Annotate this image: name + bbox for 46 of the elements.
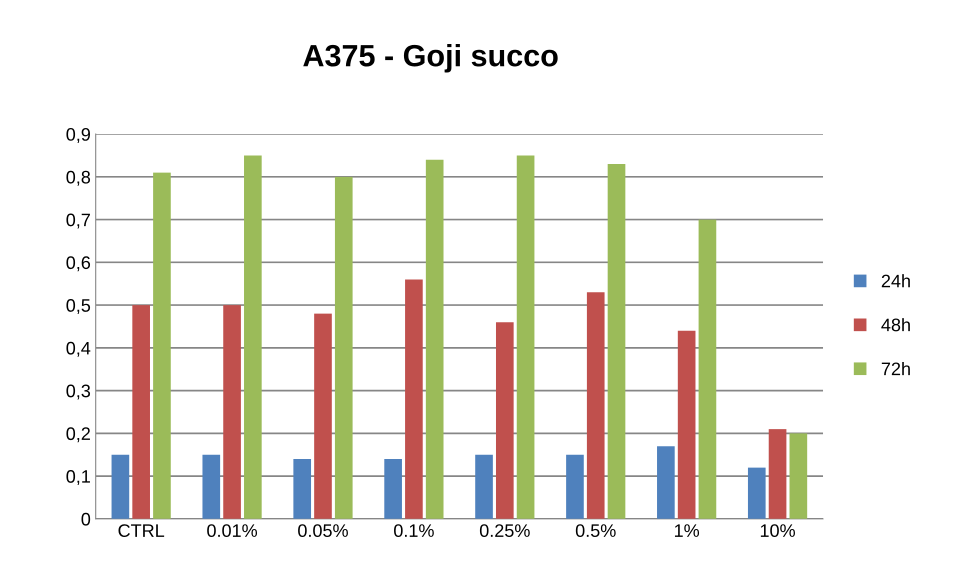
x-tick-label: 0.5%: [576, 524, 616, 537]
y-tick-label: 0,2: [66, 427, 90, 442]
bar: [132, 305, 150, 519]
bar: [608, 164, 626, 519]
bar: [748, 468, 766, 519]
x-tick-label: 0.05%: [298, 524, 348, 537]
bar: [202, 454, 220, 519]
bar: [768, 429, 786, 519]
bar: [566, 454, 584, 519]
x-tick-label: 0.25%: [480, 524, 530, 537]
bar: [244, 155, 262, 519]
y-tick-label: 0,6: [66, 256, 90, 272]
bar: [678, 330, 696, 519]
y-tick-label: 0,9: [66, 128, 90, 143]
x-tick-label: 0.1%: [394, 524, 434, 537]
y-tick-label: 0,3: [66, 384, 90, 400]
legend-label: 48h: [881, 318, 910, 332]
y-tick-label: 0,5: [66, 299, 90, 314]
y-tick-label: 0,7: [66, 214, 90, 228]
bar: [112, 454, 130, 519]
bar: [516, 155, 534, 519]
x-tick-label: 1%: [674, 524, 700, 537]
y-tick-label: 0: [82, 512, 90, 526]
legend-label: 72h: [882, 362, 910, 376]
bar: [334, 176, 353, 519]
x-tick-label: CTRL: [118, 524, 164, 537]
bar: [314, 314, 332, 519]
chart-title: A375 - Goji succo: [303, 44, 558, 73]
bar: [153, 172, 171, 519]
y-tick-label: 0,4: [66, 342, 90, 357]
bar: [223, 305, 241, 519]
bar: [496, 322, 514, 519]
bar: [586, 292, 605, 519]
x-tick-label: 0.01%: [207, 524, 258, 537]
bar: [384, 459, 402, 519]
legend-label: 24h: [882, 274, 910, 288]
bar: [475, 454, 493, 519]
bar: [698, 220, 716, 519]
bar: [405, 279, 423, 519]
x-tick-label: 10%: [760, 524, 795, 537]
y-tick-label: 0,8: [66, 170, 90, 186]
bar: [790, 433, 808, 519]
bar: [426, 160, 444, 519]
y-tick-label: 0,1: [66, 470, 90, 485]
bar: [293, 459, 312, 519]
bar: [657, 446, 675, 519]
